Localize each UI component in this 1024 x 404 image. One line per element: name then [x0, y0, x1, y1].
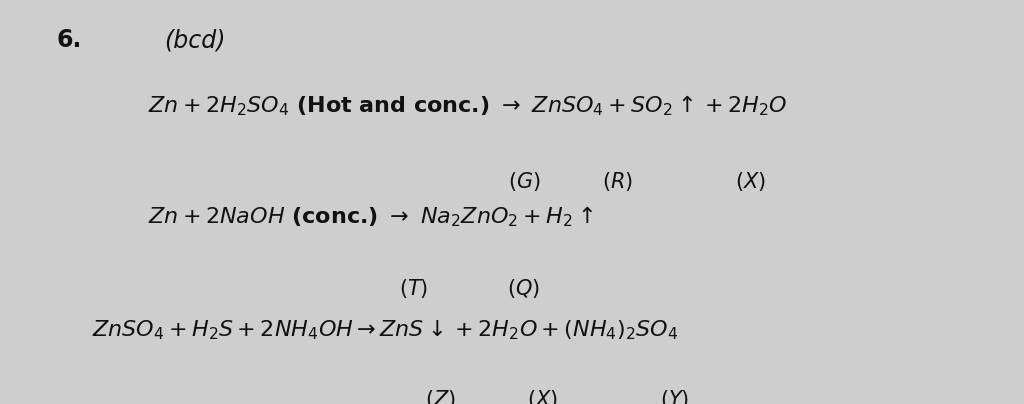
Text: (bcd): (bcd) — [164, 28, 225, 52]
Text: $(Y)$: $(Y)$ — [660, 388, 690, 404]
Text: $Zn + 2NaOH$ (conc.) $\rightarrow\ Na_2ZnO_2 + H_2\uparrow$: $Zn + 2NaOH$ (conc.) $\rightarrow\ Na_2Z… — [148, 204, 594, 229]
Text: $(X)$: $(X)$ — [735, 170, 766, 193]
Text: $Zn + 2H_2SO_4$ (Hot and conc.) $\rightarrow\ ZnSO_4 + SO_2\uparrow +2H_2O$: $Zn + 2H_2SO_4$ (Hot and conc.) $\righta… — [148, 93, 787, 118]
Text: $ZnSO_4 + H_2S + 2NH_4OH \rightarrow ZnS\downarrow + 2H_2O + (NH_4)_2SO_4$: $ZnSO_4 + H_2S + 2NH_4OH \rightarrow ZnS… — [92, 317, 679, 342]
Text: $(X)$: $(X)$ — [527, 388, 558, 404]
Text: 6.: 6. — [56, 28, 82, 52]
Text: $(Z)$: $(Z)$ — [425, 388, 456, 404]
Text: $(G)$: $(G)$ — [508, 170, 541, 193]
Text: $(R)$: $(R)$ — [602, 170, 633, 193]
Text: $(T)$: $(T)$ — [399, 277, 429, 300]
Text: $(Q)$: $(Q)$ — [507, 277, 540, 300]
